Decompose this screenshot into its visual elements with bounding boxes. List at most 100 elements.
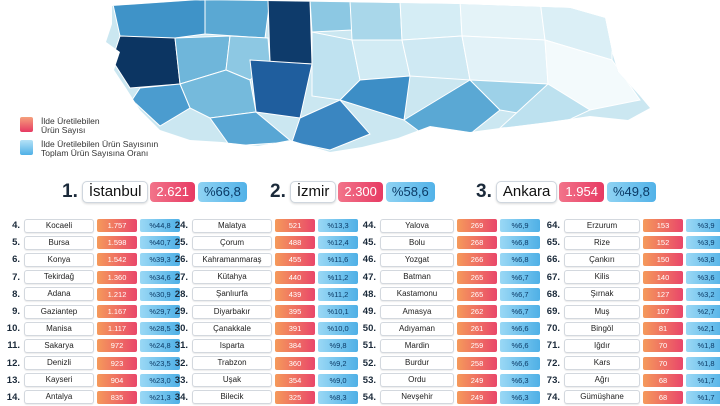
product-count: 439 bbox=[275, 287, 315, 301]
product-count: 107 bbox=[643, 305, 683, 319]
ranking-row: 64. Erzurum 153 %3,9 bbox=[540, 217, 720, 234]
ranking-row: 32. Trabzon 360 %9,2 bbox=[168, 355, 358, 372]
ranking-row: 44. Yalova 269 %6,9 bbox=[356, 217, 540, 234]
rank-label: 48. bbox=[362, 288, 376, 300]
ranking-row: 72. Kars 70 %1,8 bbox=[540, 355, 720, 372]
product-count: 455 bbox=[275, 253, 315, 267]
province-name: Bursa bbox=[24, 235, 94, 250]
ranking-row: 7. Tekirdağ 1.360 %34,6 bbox=[0, 269, 180, 286]
product-count: 2.621 bbox=[150, 182, 195, 202]
province-name: Bilecik bbox=[192, 390, 272, 405]
product-ratio: %44,8 bbox=[140, 219, 180, 233]
product-count: 972 bbox=[97, 339, 137, 353]
product-ratio: %49,8 bbox=[606, 182, 656, 202]
product-count: 68 bbox=[643, 373, 683, 387]
product-count: 127 bbox=[643, 287, 683, 301]
ranking-row: 68. Şırnak 127 %3,2 bbox=[540, 286, 720, 303]
ranking-row: 13. Kayseri 904 %23,0 bbox=[0, 372, 180, 389]
product-count: 262 bbox=[457, 305, 497, 319]
map-legend: İlde Üretilebilen Ürün Sayısı İlde Üreti… bbox=[20, 117, 270, 163]
province-name: Çankırı bbox=[564, 252, 640, 267]
product-ratio: %3,6 bbox=[686, 270, 720, 284]
ranking-row: 48. Kastamonu 265 %6,7 bbox=[356, 286, 540, 303]
product-ratio: %30,9 bbox=[140, 287, 180, 301]
rank-label: 12. bbox=[6, 357, 20, 369]
rank-label: 44. bbox=[362, 220, 376, 232]
top-province-3: 3. Ankara 1.954 %49,8 bbox=[476, 179, 656, 205]
ranking-row: 49. Amasya 262 %6,7 bbox=[356, 303, 540, 320]
ranking-row: 67. Kilis 140 %3,6 bbox=[540, 269, 720, 286]
rank-label: 34. bbox=[174, 391, 188, 403]
product-ratio: %21,3 bbox=[140, 390, 180, 404]
product-ratio: %23,0 bbox=[140, 373, 180, 387]
rank-label: 7. bbox=[12, 271, 20, 283]
product-ratio: %58,6 bbox=[385, 182, 435, 202]
product-count: 391 bbox=[275, 322, 315, 336]
product-ratio: %9,8 bbox=[318, 339, 358, 353]
ranking-row: 10. Manisa 1.117 %28,5 bbox=[0, 320, 180, 337]
product-ratio: %6,9 bbox=[500, 219, 540, 233]
province-name: Manisa bbox=[24, 321, 94, 336]
product-ratio: %3,2 bbox=[686, 287, 720, 301]
ranking-row: 6. Konya 1.542 %39,3 bbox=[0, 251, 180, 268]
province-name: Adıyaman bbox=[380, 321, 454, 336]
province-name: Bolu bbox=[380, 235, 454, 250]
province-name: Yozgat bbox=[380, 252, 454, 267]
product-count: 261 bbox=[457, 322, 497, 336]
ranking-row: 45. Bolu 268 %6,8 bbox=[356, 234, 540, 251]
product-ratio: %11,6 bbox=[318, 253, 358, 267]
rank-label: 68. bbox=[546, 288, 560, 300]
province-name: Amasya bbox=[380, 304, 454, 319]
product-count: 266 bbox=[457, 253, 497, 267]
ranking-row: 8. Adana 1.212 %30,9 bbox=[0, 286, 180, 303]
product-count: 1.542 bbox=[97, 253, 137, 267]
product-count: 259 bbox=[457, 339, 497, 353]
product-ratio: %8,3 bbox=[318, 390, 358, 404]
rank-label: 11. bbox=[7, 340, 20, 352]
product-ratio: %6,3 bbox=[500, 390, 540, 404]
product-count: 395 bbox=[275, 305, 315, 319]
product-ratio: %3,9 bbox=[686, 219, 720, 233]
rank-label: 27. bbox=[174, 271, 188, 283]
rank-label: 5. bbox=[12, 237, 20, 249]
product-count: 258 bbox=[457, 356, 497, 370]
product-ratio: %6,7 bbox=[500, 287, 540, 301]
rank-label: 69. bbox=[546, 306, 560, 318]
product-count: 1.954 bbox=[559, 182, 604, 202]
ranking-row: 14. Antalya 835 %21,3 bbox=[0, 389, 180, 406]
ranking-row: 51. Mardin 259 %6,6 bbox=[356, 337, 540, 354]
product-ratio: %1,7 bbox=[686, 373, 720, 387]
product-ratio: %9,2 bbox=[318, 356, 358, 370]
product-count: 923 bbox=[97, 356, 137, 370]
product-ratio: %1,8 bbox=[686, 356, 720, 370]
legend-swatch-count bbox=[20, 117, 33, 132]
product-ratio: %6,6 bbox=[500, 339, 540, 353]
product-count: 249 bbox=[457, 390, 497, 404]
ranking-row: 52. Burdur 258 %6,6 bbox=[356, 355, 540, 372]
product-ratio: %34,6 bbox=[140, 270, 180, 284]
province-name: Uşak bbox=[192, 373, 272, 388]
rank-label: 73. bbox=[546, 374, 560, 386]
product-count: 249 bbox=[457, 373, 497, 387]
ranking-row: 9. Gaziantep 1.167 %29,7 bbox=[0, 303, 180, 320]
rank-label: 6. bbox=[12, 254, 20, 266]
product-count: 904 bbox=[97, 373, 137, 387]
legend-swatch-ratio bbox=[20, 140, 33, 155]
ranking-row: 27. Kütahya 440 %11,2 bbox=[168, 269, 358, 286]
province-name: Ağrı bbox=[564, 373, 640, 388]
legend-label-ratio: İlde Üretilebilen Ürün Sayısının Toplam … bbox=[41, 139, 159, 158]
ranking-row: 31. Isparta 384 %9,8 bbox=[168, 337, 358, 354]
product-count: 1.757 bbox=[97, 219, 137, 233]
province-name: Mardin bbox=[380, 338, 454, 353]
product-ratio: %3,9 bbox=[686, 236, 720, 250]
product-ratio: %6,8 bbox=[500, 253, 540, 267]
rank-label: 67. bbox=[546, 271, 560, 283]
ranking-row: 65. Rize 152 %3,9 bbox=[540, 234, 720, 251]
product-ratio: %6,3 bbox=[500, 373, 540, 387]
province-name: Diyarbakır bbox=[192, 304, 272, 319]
product-count: 360 bbox=[275, 356, 315, 370]
rank-label: 31. bbox=[174, 340, 188, 352]
rank-label: 49. bbox=[362, 306, 376, 318]
rank-label: 32. bbox=[174, 357, 188, 369]
ranking-row: 4. Kocaeli 1.757 %44,8 bbox=[0, 217, 180, 234]
